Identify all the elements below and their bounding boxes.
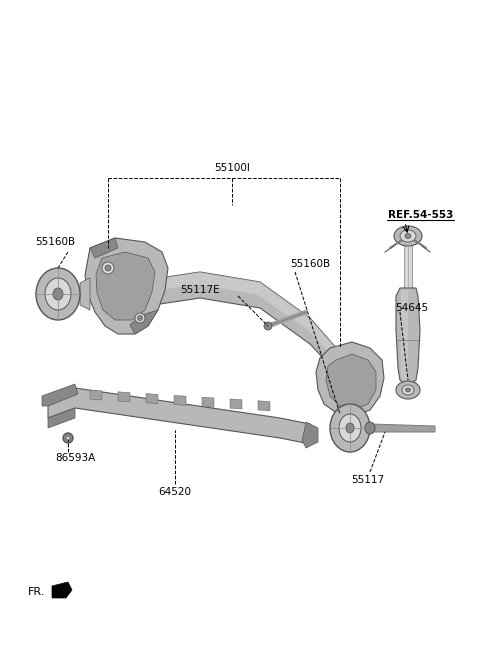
Ellipse shape: [264, 322, 272, 330]
Text: 55160B: 55160B: [35, 237, 75, 247]
Ellipse shape: [36, 268, 80, 320]
Polygon shape: [96, 252, 155, 320]
Polygon shape: [340, 414, 362, 428]
Polygon shape: [146, 394, 158, 403]
Ellipse shape: [105, 265, 111, 271]
Ellipse shape: [406, 388, 410, 392]
Polygon shape: [160, 272, 340, 390]
Polygon shape: [370, 424, 435, 432]
Ellipse shape: [45, 278, 71, 310]
Polygon shape: [404, 244, 412, 288]
Ellipse shape: [396, 381, 420, 399]
Polygon shape: [202, 397, 214, 407]
Polygon shape: [52, 582, 72, 598]
Polygon shape: [396, 288, 420, 386]
Ellipse shape: [339, 414, 361, 442]
Polygon shape: [316, 342, 384, 416]
Polygon shape: [48, 408, 75, 428]
Ellipse shape: [135, 313, 145, 323]
Ellipse shape: [63, 433, 73, 443]
Polygon shape: [230, 399, 242, 409]
Ellipse shape: [394, 226, 422, 246]
Polygon shape: [42, 384, 78, 406]
Text: 64520: 64520: [158, 487, 192, 497]
Text: 86593A: 86593A: [55, 453, 95, 463]
Polygon shape: [80, 278, 90, 310]
Text: FR.: FR.: [28, 587, 46, 597]
Polygon shape: [258, 401, 270, 411]
Ellipse shape: [400, 230, 416, 242]
Text: REF.54-553: REF.54-553: [388, 210, 454, 220]
Ellipse shape: [66, 436, 70, 440]
Text: 54645: 54645: [395, 303, 428, 313]
Polygon shape: [174, 396, 186, 405]
Text: 55160B: 55160B: [290, 259, 330, 269]
Polygon shape: [90, 238, 118, 258]
Ellipse shape: [137, 316, 143, 321]
Polygon shape: [130, 310, 158, 334]
Ellipse shape: [402, 385, 414, 395]
Polygon shape: [48, 388, 312, 444]
Polygon shape: [118, 392, 130, 401]
Ellipse shape: [405, 234, 411, 239]
Ellipse shape: [330, 404, 370, 452]
Polygon shape: [302, 422, 318, 448]
Ellipse shape: [102, 262, 114, 274]
Polygon shape: [326, 354, 376, 410]
Polygon shape: [160, 272, 340, 368]
Text: 55117: 55117: [351, 475, 384, 485]
Text: 55117E: 55117E: [180, 285, 220, 295]
Polygon shape: [401, 290, 408, 382]
Text: 55100I: 55100I: [214, 163, 250, 173]
Polygon shape: [90, 390, 102, 400]
Ellipse shape: [53, 288, 63, 300]
Ellipse shape: [365, 422, 375, 434]
Polygon shape: [85, 238, 168, 334]
Ellipse shape: [346, 423, 354, 433]
